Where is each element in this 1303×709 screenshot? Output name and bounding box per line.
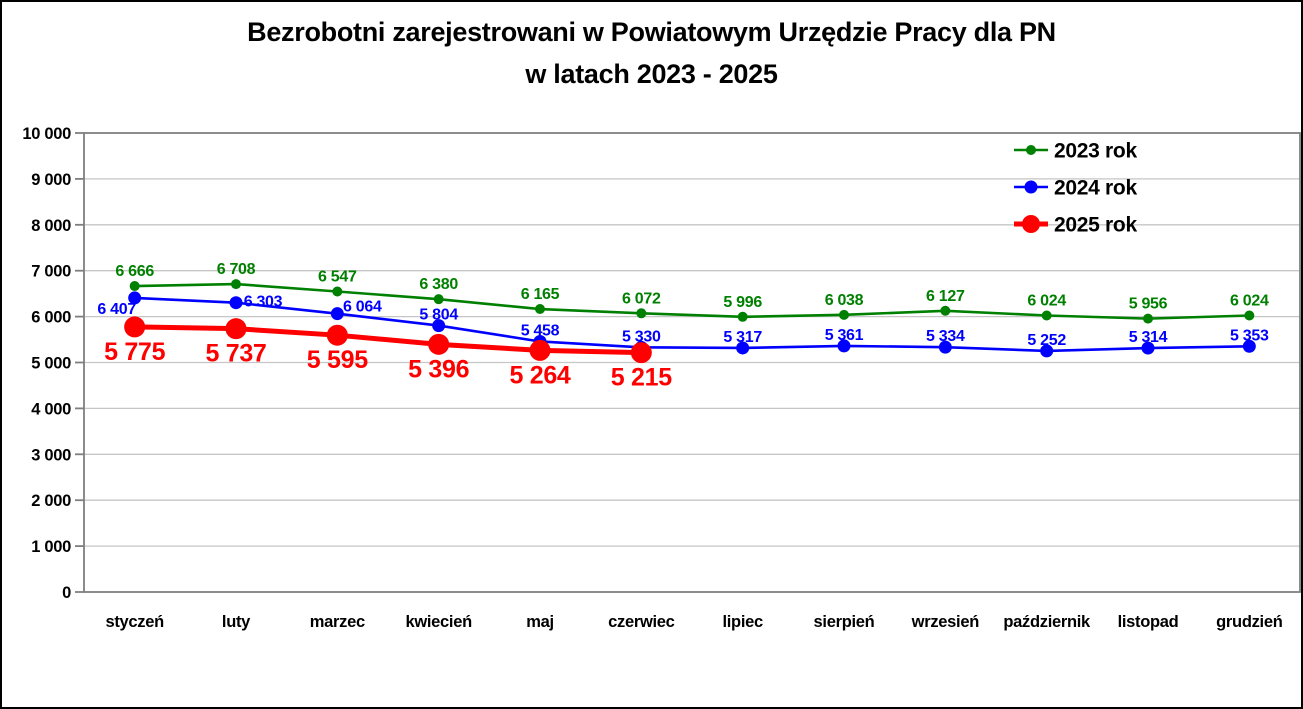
legend-label: 2024 rok <box>1054 177 1137 200</box>
chart-title-line2: w latach 2023 - 2025 <box>525 59 778 89</box>
data-point-label: 5 775 <box>104 338 165 366</box>
plot-border <box>83 132 1301 593</box>
legend-marker <box>1024 180 1038 194</box>
data-point-marker <box>940 305 951 316</box>
data-point-label: 5 252 <box>1027 332 1066 349</box>
data-point-label: 6 064 <box>343 299 382 316</box>
data-point-marker <box>736 341 750 355</box>
data-point-marker <box>332 286 343 297</box>
data-point-marker <box>231 279 241 290</box>
x-axis-label: wrzesień <box>911 613 980 631</box>
data-point-marker <box>428 333 450 355</box>
data-point-marker <box>128 291 142 305</box>
data-point-label: 6 547 <box>318 268 357 285</box>
series-line-2023-rok <box>134 282 1250 320</box>
data-point-marker <box>938 340 952 354</box>
data-point-marker <box>326 324 348 346</box>
x-axis-label: sierpień <box>814 613 875 631</box>
data-point-label: 5 737 <box>205 340 266 368</box>
data-point-label: 6 666 <box>115 263 154 280</box>
data-point-label: 6 165 <box>521 286 560 303</box>
data-point-label: 5 353 <box>1230 327 1269 344</box>
data-point-marker <box>229 296 243 310</box>
data-point-marker <box>737 311 748 322</box>
y-axis-tick-label: 0 <box>62 584 71 602</box>
data-point-label: 6 038 <box>825 292 864 309</box>
legend-marker <box>1022 215 1040 233</box>
y-axis-tick-label: 10 000 <box>22 125 71 143</box>
data-point-label: 5 215 <box>611 364 672 392</box>
data-point-label: 5 334 <box>926 328 965 345</box>
x-axis-label: kwiecień <box>405 613 472 631</box>
data-point-marker <box>535 304 545 315</box>
data-point-marker <box>129 281 140 292</box>
data-point-label: 5 804 <box>419 307 458 324</box>
x-axis-label: czerwiec <box>608 613 675 631</box>
chart-title: Bezrobotni zarejestrowani w Powiatowym U… <box>2 11 1301 95</box>
data-point-marker <box>225 318 247 340</box>
data-point-label: 5 361 <box>825 327 864 344</box>
x-axis-label: listopad <box>1118 613 1179 631</box>
y-axis-tick-label: 1 000 <box>31 538 71 556</box>
chart-title-line1: Bezrobotni zarejestrowani w Powiatowym U… <box>247 17 1056 47</box>
data-point-label: 6 127 <box>926 288 965 305</box>
data-point-label: 5 264 <box>509 361 570 389</box>
data-point-marker <box>1041 310 1052 321</box>
y-axis-tick-label: 7 000 <box>31 263 71 281</box>
x-axis-label: październik <box>1003 613 1091 631</box>
data-point-marker <box>1141 341 1155 355</box>
y-axis-tick-label: 5 000 <box>31 355 71 373</box>
x-axis-label: lipiec <box>722 613 763 631</box>
y-axis-tick-label: 9 000 <box>31 171 71 189</box>
legend-marker <box>1026 145 1036 155</box>
data-point-marker <box>1244 310 1255 321</box>
series-line-2025-rok <box>134 324 642 356</box>
data-point-label: 5 330 <box>622 328 661 345</box>
series-line-2024-rok <box>134 296 1250 353</box>
data-point-marker <box>330 307 344 321</box>
y-axis-tick-label: 6 000 <box>31 309 71 327</box>
x-axis-label: marzec <box>310 613 365 631</box>
y-axis-tick-label: 4 000 <box>31 400 71 418</box>
data-point-marker <box>529 339 551 361</box>
data-point-marker <box>124 316 146 338</box>
legend-label: 2023 rok <box>1054 140 1137 163</box>
data-point-label: 5 996 <box>723 294 762 311</box>
data-point-marker <box>839 309 849 320</box>
data-point-label: 6 072 <box>622 290 661 307</box>
x-axis-label: maj <box>526 613 554 631</box>
y-axis-tick-label: 3 000 <box>31 446 71 464</box>
x-axis-label: luty <box>222 613 251 631</box>
y-axis-tick-label: 2 000 <box>31 492 71 510</box>
data-point-label: 6 024 <box>1027 292 1066 309</box>
data-point-label: 5 396 <box>408 355 469 383</box>
data-point-label: 5 458 <box>521 322 560 339</box>
x-axis-label: styczeń <box>105 613 164 631</box>
data-point-marker <box>636 308 647 319</box>
data-point-label: 6 407 <box>97 301 136 318</box>
x-axis-label: grudzień <box>1216 613 1283 631</box>
data-point-label: 5 314 <box>1129 329 1168 346</box>
data-point-marker <box>432 319 446 333</box>
data-point-label: 5 956 <box>1129 296 1168 313</box>
data-point-label: 5 317 <box>723 329 762 346</box>
data-point-label: 6 708 <box>217 261 256 278</box>
data-point-marker <box>630 342 652 364</box>
data-point-marker <box>433 294 444 305</box>
data-point-marker <box>1143 313 1153 324</box>
y-axis-tick-label: 8 000 <box>31 217 71 235</box>
data-point-marker <box>1242 339 1256 353</box>
data-point-label: 6 024 <box>1230 292 1269 309</box>
data-point-marker <box>1040 344 1054 358</box>
data-point-label: 6 303 <box>244 294 283 311</box>
data-point-label: 6 380 <box>419 276 458 293</box>
legend-label: 2025 rok <box>1054 214 1137 237</box>
data-point-marker <box>837 339 851 353</box>
data-point-label: 5 595 <box>307 346 368 374</box>
